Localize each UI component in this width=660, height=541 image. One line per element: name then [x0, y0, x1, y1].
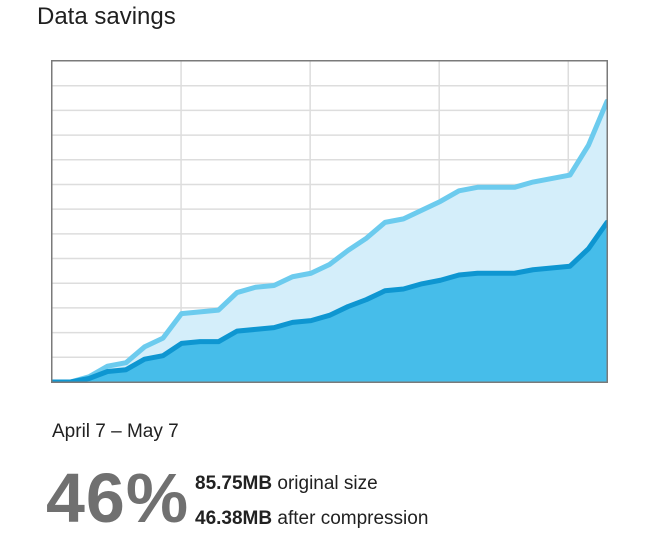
compressed-size-area	[52, 222, 607, 382]
original-size-stat: 85.75MB original size	[195, 472, 378, 496]
original-size-line	[51, 98, 608, 383]
savings-percent: 46%	[46, 459, 190, 537]
data-savings-chart	[51, 60, 608, 383]
chart-canvas	[51, 60, 608, 383]
chart-border	[51, 60, 608, 383]
compressed-size-stat: 46.38MB after compression	[195, 507, 428, 531]
compressed-size-line	[51, 219, 608, 383]
original-size-label: original size	[277, 473, 378, 494]
compressed-size-value: 46.38MB	[195, 508, 273, 529]
compressed-size-label: after compression	[277, 508, 429, 529]
date-range-label: April 7 – May 7	[52, 421, 179, 442]
original-size-value: 85.75MB	[195, 473, 273, 494]
page-title: Data savings	[37, 3, 176, 30]
